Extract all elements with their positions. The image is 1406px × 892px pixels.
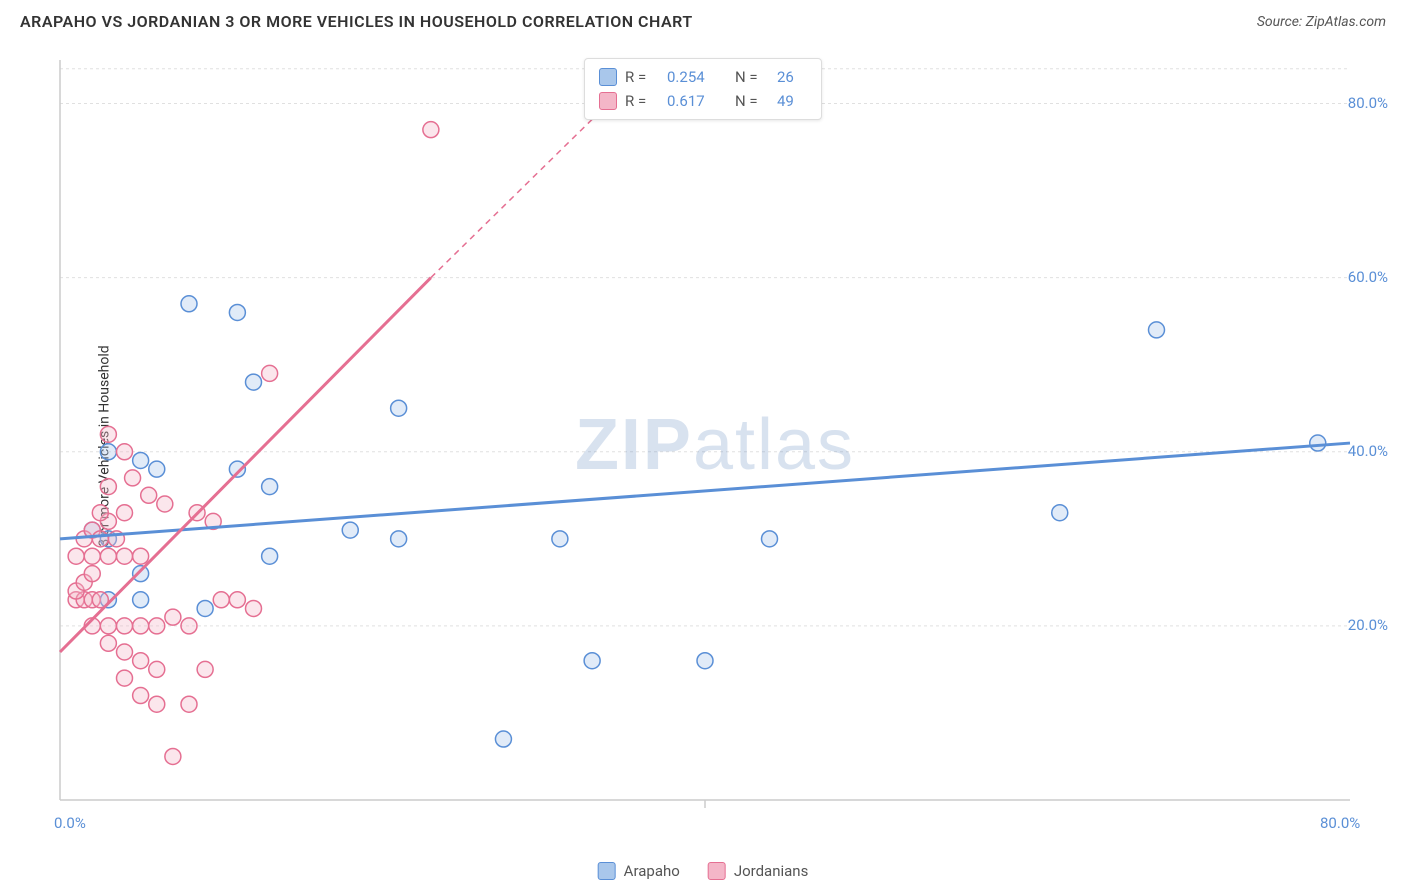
y-tick-label: 40.0%: [1348, 442, 1388, 460]
legend-r-label: R =: [625, 68, 659, 86]
series-legend: Arapaho Jordanians: [598, 862, 809, 880]
legend-swatch: [599, 92, 617, 110]
source-attribution: Source: ZipAtlas.com: [1257, 14, 1386, 30]
y-tick-label: 60.0%: [1348, 268, 1388, 286]
legend-r-value: 0.617: [667, 92, 727, 110]
x-tick-label: 0.0%: [54, 814, 86, 832]
title-bar: ARAPAHO VS JORDANIAN 3 OR MORE VEHICLES …: [20, 12, 1386, 31]
correlation-legend: R = 0.254 N = 26 R = 0.617 N = 49: [584, 58, 822, 120]
legend-label: Arapaho: [624, 862, 680, 880]
y-tick-label: 20.0%: [1348, 616, 1388, 634]
legend-swatch: [708, 862, 726, 880]
chart-area: ZIPatlas: [50, 50, 1380, 840]
chart-title: ARAPAHO VS JORDANIAN 3 OR MORE VEHICLES …: [20, 12, 693, 31]
x-tick-label: 80.0%: [1320, 814, 1360, 832]
legend-row: R = 0.617 N = 49: [599, 89, 807, 113]
legend-item: Jordanians: [708, 862, 809, 880]
y-tick-label: 80.0%: [1348, 94, 1388, 112]
legend-n-label: N =: [735, 68, 769, 86]
legend-item: Arapaho: [598, 862, 680, 880]
legend-swatch: [598, 862, 616, 880]
legend-r-label: R =: [625, 92, 659, 110]
legend-n-value: 26: [777, 68, 807, 86]
legend-n-label: N =: [735, 92, 769, 110]
chart-container: ARAPAHO VS JORDANIAN 3 OR MORE VEHICLES …: [0, 0, 1406, 892]
legend-swatch: [599, 68, 617, 86]
legend-row: R = 0.254 N = 26: [599, 65, 807, 89]
legend-r-value: 0.254: [667, 68, 727, 86]
legend-label: Jordanians: [734, 862, 809, 880]
legend-n-value: 49: [777, 92, 807, 110]
scatter-plot-svg: [50, 50, 1380, 840]
